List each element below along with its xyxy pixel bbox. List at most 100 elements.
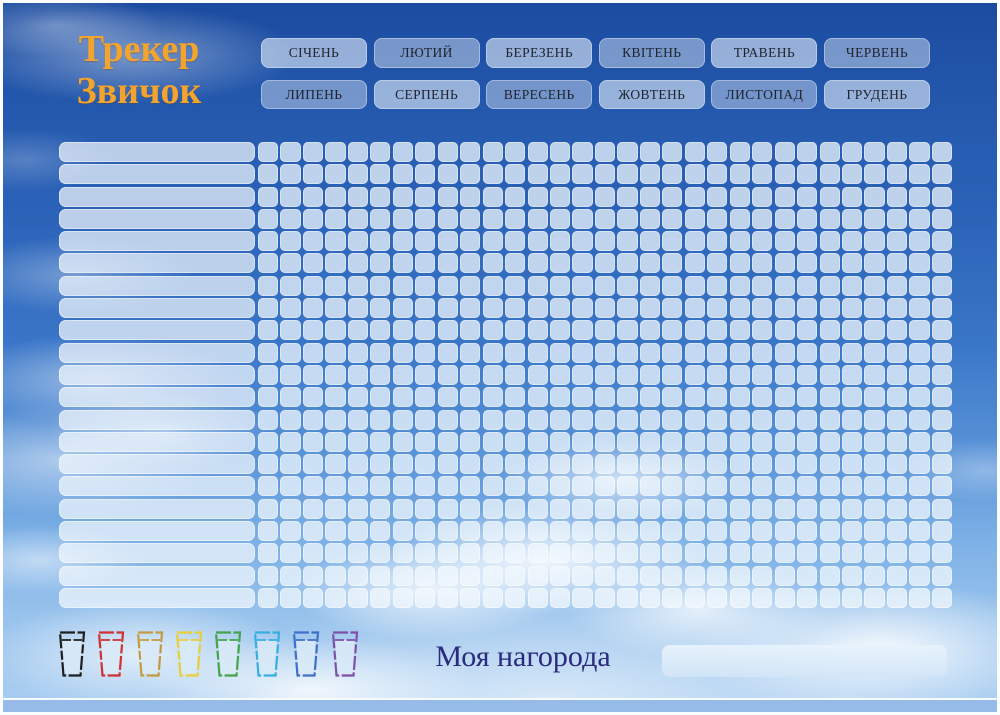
day-cell[interactable] — [302, 298, 324, 319]
day-cell[interactable] — [841, 476, 863, 497]
day-cell[interactable] — [729, 587, 750, 608]
day-cell[interactable] — [752, 164, 773, 185]
day-cell[interactable] — [302, 142, 324, 162]
day-cell[interactable] — [707, 275, 728, 296]
day-cell[interactable] — [819, 454, 840, 475]
day-cell[interactable] — [280, 543, 301, 564]
habit-label-row[interactable] — [59, 164, 255, 185]
day-cell[interactable] — [594, 454, 616, 475]
day-cell[interactable] — [527, 231, 548, 252]
day-cell[interactable] — [729, 454, 750, 475]
day-cell[interactable] — [505, 208, 526, 229]
day-cell[interactable] — [302, 186, 324, 207]
day-cell[interactable] — [572, 208, 593, 229]
day-cell[interactable] — [774, 409, 795, 430]
month-button-oct[interactable]: ЖОВТЕНЬ — [598, 80, 705, 109]
day-cell[interactable] — [729, 431, 750, 452]
day-cell[interactable] — [415, 231, 436, 252]
day-cell[interactable] — [797, 431, 818, 452]
month-button-jun[interactable]: ЧЕРВЕНЬ — [823, 38, 930, 68]
day-cell[interactable] — [819, 431, 840, 452]
day-cell[interactable] — [639, 320, 660, 341]
day-cell[interactable] — [392, 275, 413, 296]
day-cell[interactable] — [280, 431, 301, 452]
day-cell[interactable] — [707, 476, 728, 497]
day-cell[interactable] — [258, 208, 279, 229]
day-cell[interactable] — [280, 565, 301, 586]
day-cell[interactable] — [302, 231, 324, 252]
day-cell[interactable] — [752, 431, 773, 452]
day-cell[interactable] — [347, 320, 368, 341]
day-cell[interactable] — [797, 164, 818, 185]
day-cell[interactable] — [797, 253, 818, 274]
day-cell[interactable] — [707, 253, 728, 274]
day-cell[interactable] — [662, 543, 683, 564]
month-button-dec[interactable]: ГРУДЕНЬ — [823, 80, 930, 109]
day-cell[interactable] — [819, 231, 840, 252]
day-cell[interactable] — [729, 275, 750, 296]
day-cell[interactable] — [392, 431, 413, 452]
habit-label-row[interactable] — [59, 454, 255, 475]
day-cell[interactable] — [639, 364, 660, 385]
day-cell[interactable] — [460, 275, 481, 296]
day-cell[interactable] — [752, 454, 773, 475]
day-cell[interactable] — [797, 186, 818, 207]
day-cell[interactable] — [280, 521, 301, 542]
day-cell[interactable] — [527, 587, 548, 608]
day-cell[interactable] — [617, 253, 638, 274]
day-cell[interactable] — [437, 454, 458, 475]
day-cell[interactable] — [460, 253, 481, 274]
day-cell[interactable] — [505, 454, 526, 475]
day-cell[interactable] — [752, 186, 773, 207]
day-cell[interactable] — [729, 565, 750, 586]
water-cup-icon[interactable] — [212, 630, 244, 678]
day-cell[interactable] — [774, 298, 795, 319]
day-cell[interactable] — [684, 543, 705, 564]
day-cell[interactable] — [684, 498, 705, 519]
day-cell[interactable] — [460, 587, 481, 608]
water-cup-icon[interactable] — [95, 630, 127, 678]
day-cell[interactable] — [774, 543, 795, 564]
day-cell[interactable] — [527, 342, 548, 363]
day-cell[interactable] — [258, 409, 279, 430]
day-cell[interactable] — [302, 253, 324, 274]
day-cell[interactable] — [617, 409, 638, 430]
day-cell[interactable] — [886, 476, 908, 497]
day-cell[interactable] — [527, 431, 548, 452]
day-cell[interactable] — [797, 521, 818, 542]
day-cell[interactable] — [280, 364, 301, 385]
day-cell[interactable] — [684, 587, 705, 608]
day-cell[interactable] — [752, 521, 773, 542]
day-cell[interactable] — [662, 409, 683, 430]
day-cell[interactable] — [639, 387, 660, 408]
day-cell[interactable] — [662, 320, 683, 341]
day-cell[interactable] — [662, 565, 683, 586]
day-cell[interactable] — [347, 498, 368, 519]
day-cell[interactable] — [280, 498, 301, 519]
day-cell[interactable] — [460, 565, 481, 586]
day-cell[interactable] — [460, 387, 481, 408]
day-cell[interactable] — [527, 498, 548, 519]
day-cell[interactable] — [437, 253, 458, 274]
day-cell[interactable] — [617, 498, 638, 519]
day-cell[interactable] — [505, 587, 526, 608]
day-cell[interactable] — [864, 164, 885, 185]
day-cell[interactable] — [392, 231, 413, 252]
day-cell[interactable] — [347, 387, 368, 408]
day-cell[interactable] — [931, 164, 952, 185]
day-cell[interactable] — [617, 342, 638, 363]
day-cell[interactable] — [797, 409, 818, 430]
day-cell[interactable] — [864, 364, 885, 385]
day-cell[interactable] — [797, 364, 818, 385]
day-cell[interactable] — [662, 387, 683, 408]
day-cell[interactable] — [437, 476, 458, 497]
day-cell[interactable] — [797, 543, 818, 564]
day-cell[interactable] — [617, 387, 638, 408]
day-cell[interactable] — [864, 521, 885, 542]
day-cell[interactable] — [280, 164, 301, 185]
month-button-apr[interactable]: КВІТЕНЬ — [598, 38, 705, 68]
day-cell[interactable] — [302, 498, 324, 519]
day-cell[interactable] — [707, 587, 728, 608]
day-cell[interactable] — [527, 253, 548, 274]
day-cell[interactable] — [258, 298, 279, 319]
